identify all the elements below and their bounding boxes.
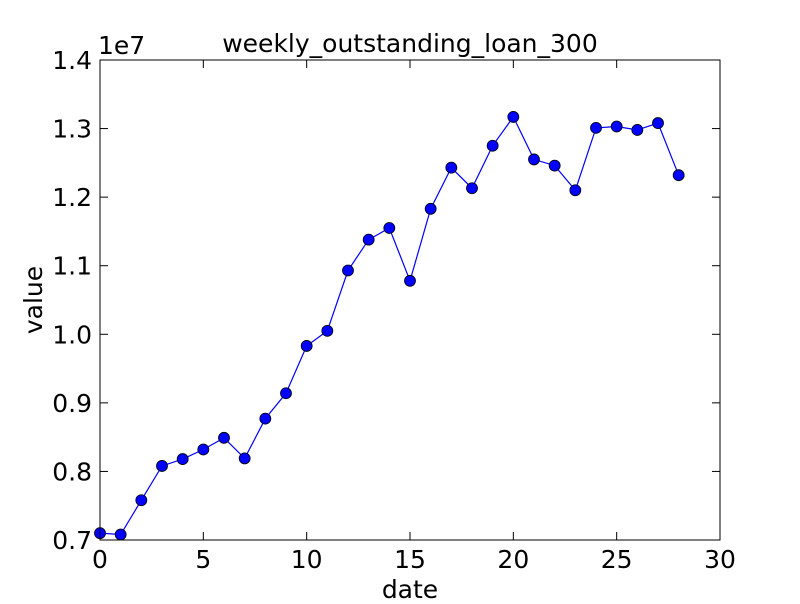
data-point	[507, 111, 520, 123]
data-point	[569, 184, 582, 197]
data-point	[424, 202, 437, 215]
data-point	[610, 120, 623, 133]
data-point	[321, 324, 334, 337]
series-line	[99, 115, 680, 536]
data-point	[259, 412, 272, 425]
data-point	[652, 117, 664, 129]
axis-ticks: 0 5 10 15 20 25 30 0.7 0.8 0.9 1.0 1.1 1.2 1.3 1.4	[52, 46, 736, 574]
data-point	[114, 528, 127, 541]
data-point	[300, 340, 313, 352]
x-tick-label: 25	[601, 545, 633, 574]
data-point	[631, 124, 644, 136]
data-point	[486, 139, 499, 152]
x-tick-label: 15	[394, 545, 426, 574]
data-point	[672, 169, 685, 182]
data-point	[445, 161, 458, 174]
data-point	[404, 274, 416, 287]
y-tick-label: 1.0	[52, 320, 92, 349]
data-point	[238, 452, 251, 465]
y-tick-label: 1.1	[52, 252, 92, 281]
data-point	[176, 453, 189, 465]
y-tick-label: 1.4	[52, 46, 92, 75]
y-tick-label: 1.2	[52, 183, 92, 212]
data-point	[383, 222, 396, 234]
data-point	[362, 233, 375, 246]
data-point	[590, 121, 602, 134]
x-tick-label: 0	[92, 545, 108, 574]
data-point	[548, 159, 561, 172]
x-axis-label: date	[382, 575, 438, 600]
data-point	[280, 387, 292, 400]
y-axis-offset-label: 1e7	[98, 31, 145, 60]
data-point	[218, 431, 230, 444]
y-tick-label: 0.7	[52, 526, 92, 555]
chart-title: weekly_outstanding_loan_300	[222, 29, 598, 58]
plot-area-frame	[99, 59, 721, 541]
data-point	[135, 494, 148, 507]
data-point	[156, 460, 168, 472]
x-tick-label: 10	[291, 545, 323, 574]
x-tick-label: 5	[195, 545, 211, 574]
data-point	[528, 153, 540, 166]
data-point	[197, 443, 210, 456]
y-tick-label: 1.3	[52, 115, 92, 144]
x-tick-label: 20	[497, 545, 529, 574]
data-point	[466, 182, 478, 195]
y-axis-label: value	[19, 266, 48, 334]
data-series	[94, 111, 685, 541]
data-point	[342, 264, 354, 277]
y-tick-label: 0.9	[52, 389, 92, 418]
y-tick-label: 0.8	[52, 457, 92, 486]
x-tick-label: 30	[704, 545, 736, 574]
